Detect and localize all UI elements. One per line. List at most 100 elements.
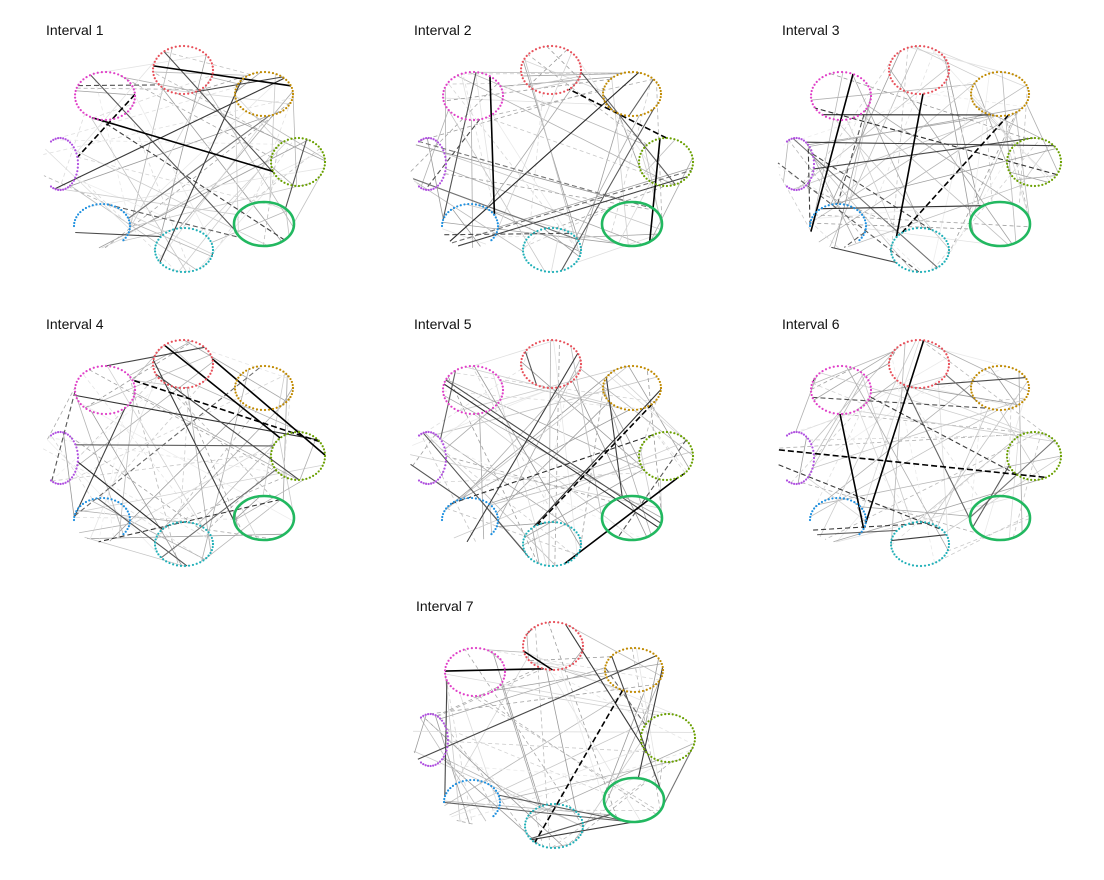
node: [824, 205, 827, 208]
edge: [580, 368, 694, 456]
node: [538, 340, 541, 343]
node: [273, 443, 276, 446]
node: [472, 118, 476, 122]
node: [641, 647, 645, 651]
node: [815, 374, 818, 377]
node: [555, 270, 559, 273]
node: [494, 510, 497, 513]
node: [273, 172, 276, 175]
node: [804, 184, 808, 187]
node: [910, 339, 913, 342]
node: [809, 218, 813, 222]
node: [168, 229, 171, 233]
node: [656, 714, 659, 717]
edge: [165, 88, 290, 105]
node: [440, 719, 444, 722]
node: [1026, 431, 1029, 434]
node: [183, 226, 187, 230]
node: [603, 379, 606, 382]
edge: [604, 667, 646, 726]
node: [542, 92, 545, 95]
node: [483, 781, 487, 784]
node: [684, 754, 688, 757]
node: [242, 77, 245, 80]
edge-strong: [211, 358, 326, 456]
node: [893, 377, 896, 380]
node: [1016, 141, 1019, 145]
edge: [500, 380, 622, 409]
node: [49, 140, 53, 143]
node: [1011, 175, 1014, 178]
node: [74, 470, 77, 473]
node: [270, 155, 273, 159]
node: [604, 664, 607, 667]
node: [1013, 471, 1016, 474]
node: [610, 402, 613, 405]
edge: [1005, 115, 1031, 223]
node: [153, 354, 156, 357]
node: [869, 91, 872, 94]
node: [915, 270, 919, 273]
node: [544, 621, 547, 624]
node: [456, 368, 460, 371]
node: [1016, 179, 1019, 183]
network-graph: [42, 338, 327, 568]
edge: [813, 391, 872, 509]
node: [445, 83, 448, 86]
node: [931, 341, 934, 344]
network-graph: [410, 44, 695, 274]
node: [810, 149, 813, 152]
node: [283, 181, 286, 184]
edge: [248, 112, 325, 159]
edge: [553, 340, 578, 555]
node: [182, 338, 186, 342]
edge: [489, 504, 493, 534]
edge: [530, 661, 571, 667]
node: [812, 453, 815, 456]
node: [555, 339, 558, 342]
node: [995, 71, 999, 74]
edge: [779, 433, 1023, 449]
node: [645, 722, 648, 725]
node: [464, 412, 467, 415]
edge: [473, 413, 636, 541]
edge: [90, 411, 183, 567]
edge: [478, 695, 657, 815]
node: [559, 269, 563, 273]
node: [673, 432, 676, 435]
node: [561, 803, 565, 807]
node: [1026, 184, 1029, 187]
node: [531, 381, 534, 385]
node: [659, 95, 662, 99]
node: [1013, 177, 1016, 180]
node: [175, 564, 179, 567]
edge: [101, 236, 127, 249]
node: [305, 432, 308, 435]
node: [802, 186, 805, 189]
node: [501, 385, 504, 388]
node: [859, 371, 863, 374]
node: [77, 83, 80, 86]
node: [1023, 104, 1026, 107]
node: [645, 471, 648, 474]
node: [495, 525, 498, 528]
edge: [494, 52, 573, 237]
node: [1058, 461, 1062, 464]
node: [468, 118, 471, 121]
edge: [869, 396, 1017, 475]
node: [75, 103, 78, 106]
edge: [550, 228, 561, 273]
node: [436, 141, 440, 144]
node: [927, 563, 931, 567]
node: [487, 692, 490, 695]
node: [172, 228, 175, 231]
node: [1018, 76, 1021, 79]
node: [210, 75, 213, 78]
node: [824, 368, 828, 371]
node: [679, 474, 683, 477]
node: [182, 92, 186, 96]
edge: [134, 95, 212, 243]
node: [575, 554, 578, 557]
node: [444, 166, 447, 169]
node: [869, 392, 872, 395]
